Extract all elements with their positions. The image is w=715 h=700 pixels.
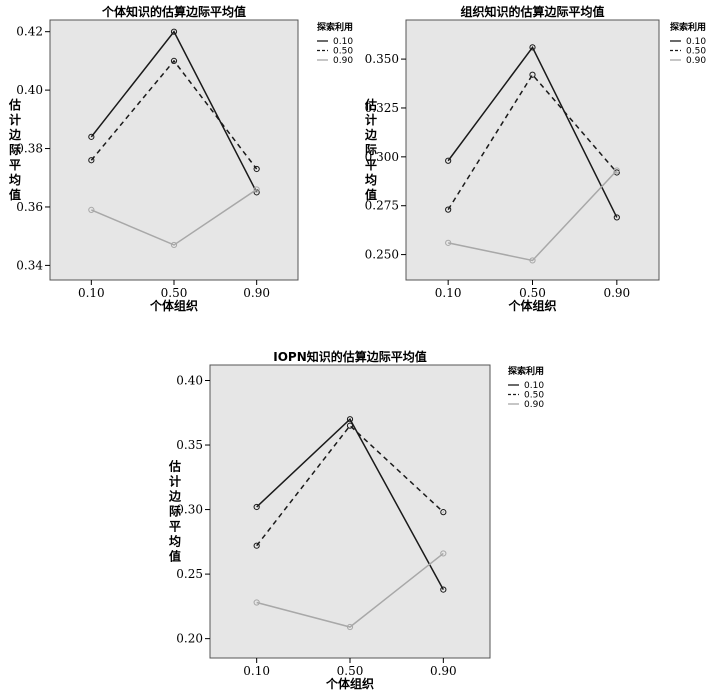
x-tick-label: 0.50 <box>161 286 188 300</box>
series-line-0.50 <box>256 424 444 547</box>
x-tick-label: 0.10 <box>243 664 270 678</box>
series-line-0.10 <box>447 45 618 218</box>
y-tick-label: 0.40 <box>16 83 43 97</box>
data-point <box>88 206 95 213</box>
data-point <box>529 44 536 51</box>
series-line-0.50 <box>447 73 618 211</box>
legend-label: 0.90 <box>524 400 544 410</box>
x-tick-label: 0.90 <box>430 664 457 678</box>
data-point <box>440 550 447 557</box>
y-tick-label: 0.42 <box>16 25 43 39</box>
plot-area <box>49 19 299 281</box>
legend-label: 0.90 <box>333 56 353 66</box>
data-point <box>253 186 260 193</box>
legend-label: 0.10 <box>524 381 544 391</box>
data-point <box>346 422 354 429</box>
data-point <box>88 157 95 164</box>
data-point <box>253 165 260 173</box>
data-point <box>253 503 260 511</box>
chart-title: 个体知识的估算边际平均值 <box>101 4 246 19</box>
data-point <box>445 206 452 213</box>
legend-label: 0.10 <box>333 37 353 47</box>
data-point <box>613 214 620 221</box>
legend-label: 0.50 <box>524 391 544 401</box>
chart-2: 组织知识的估算边际平均值 0.250 0.275 0.300 0.325 0.350 0.1… <box>364 4 706 313</box>
legend-title: 探索利用 <box>508 365 544 377</box>
x-axis-label: 个体组织 <box>507 298 556 313</box>
data-point <box>170 241 178 249</box>
y-axis-label: 估计边际平均值 <box>8 97 22 202</box>
data-point <box>529 71 536 78</box>
x-axis-label: 个体组织 <box>149 298 198 313</box>
y-tick-label: 0.36 <box>16 200 43 214</box>
x-tick-label: 0.10 <box>435 286 462 300</box>
data-point <box>170 28 178 35</box>
series-line-0.90 <box>448 170 618 262</box>
chart-title: 组织知识的估算边际平均值 <box>460 4 604 19</box>
legend-label: 0.50 <box>333 47 353 57</box>
legend-title: 探索利用 <box>670 21 706 33</box>
legend-label: 0.10 <box>686 37 706 47</box>
y-axis-label: 估计边际平均值 <box>168 459 182 564</box>
legend-title: 探索利用 <box>317 21 353 33</box>
x-axis-label: 个体组织 <box>325 676 374 691</box>
y-tick-label: 0.20 <box>176 632 203 646</box>
y-tick-label: 0.30 <box>176 503 203 517</box>
y-tick-label: 0.250 <box>365 248 399 262</box>
legend-label: 0.90 <box>686 56 706 66</box>
data-point <box>529 257 536 264</box>
plot-area <box>405 19 660 281</box>
series-line-0.10 <box>256 418 444 590</box>
y-tick-label: 0.38 <box>16 142 43 156</box>
data-point <box>440 509 447 516</box>
y-tick-label: 0.350 <box>365 52 399 66</box>
data-point <box>445 239 452 246</box>
y-tick-label: 0.275 <box>365 199 399 213</box>
data-point <box>253 542 260 549</box>
x-tick-label: 0.50 <box>519 286 546 300</box>
data-point <box>440 586 447 593</box>
data-point <box>253 599 260 606</box>
series-line-0.10 <box>90 30 258 193</box>
y-tick-label: 0.25 <box>176 567 203 581</box>
data-point <box>445 157 452 164</box>
series-line-0.50 <box>90 59 258 170</box>
x-tick-label: 0.10 <box>78 286 105 300</box>
data-point <box>613 167 620 174</box>
y-tick-label: 0.40 <box>176 373 203 387</box>
series-line-0.90 <box>91 188 258 246</box>
data-point <box>346 623 354 631</box>
y-axis-label: 估计边际平均值 <box>364 97 378 202</box>
plot-area <box>209 364 491 659</box>
legend-label: 0.50 <box>686 47 706 57</box>
y-tick-label: 0.35 <box>176 438 203 452</box>
x-tick-label: 0.90 <box>243 286 270 300</box>
series-line-0.90 <box>256 552 444 628</box>
y-tick-label: 0.300 <box>365 150 399 164</box>
y-tick-label: 0.34 <box>16 258 43 272</box>
data-point <box>346 416 354 423</box>
x-tick-label: 0.50 <box>337 664 364 678</box>
y-tick-label: 0.325 <box>365 101 399 115</box>
chart-title: IOPN知识的估算边际平均值 <box>273 349 427 364</box>
data-point <box>170 57 178 64</box>
x-tick-label: 0.90 <box>603 286 630 300</box>
data-point <box>88 133 95 140</box>
